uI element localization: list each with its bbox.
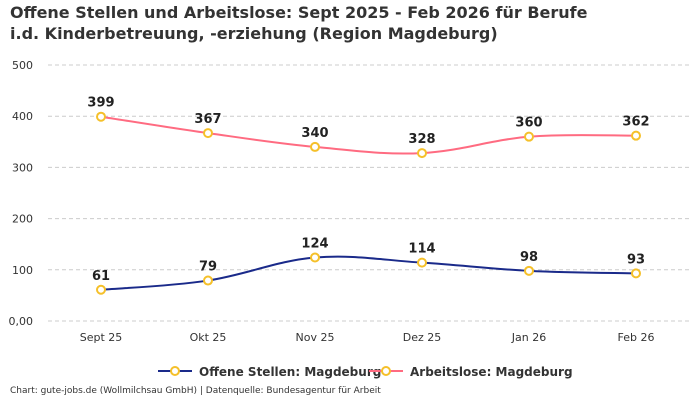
y-tick-label: 300: [12, 161, 33, 174]
x-tick-label: Jan 26: [511, 331, 546, 344]
data-point: [417, 257, 427, 268]
chart-footer: Chart: gute-jobs.de (Wollmilchsau GmbH) …: [10, 386, 381, 396]
data-point: [524, 131, 534, 142]
data-point: [631, 268, 641, 279]
legend-marker: [381, 366, 391, 376]
data-point: [631, 130, 641, 141]
x-tick-label: Okt 25: [190, 331, 227, 344]
data-point: [524, 265, 534, 276]
data-label: 399: [87, 96, 114, 111]
data-label: 61: [92, 269, 110, 284]
y-tick-label: 200: [12, 213, 33, 226]
data-point: [96, 284, 106, 295]
data-point: [310, 141, 320, 152]
data-label: 124: [301, 237, 328, 252]
data-point: [417, 148, 427, 159]
legend-label: Arbeitslose: Magdeburg: [410, 365, 573, 379]
data-label: 98: [520, 250, 538, 265]
data-label: 340: [301, 126, 328, 141]
series-line: [100, 115, 637, 155]
x-tick-label: Feb 26: [618, 331, 655, 344]
data-point: [203, 275, 213, 286]
chart-title: Offene Stellen und Arbeitslose: Sept 202…: [10, 3, 588, 43]
data-label: 362: [622, 115, 649, 130]
x-tick-label: Dez 25: [403, 331, 442, 344]
data-label: 367: [194, 112, 221, 127]
y-tick-label: 100: [12, 264, 33, 277]
y-tick-label: 0,00: [9, 315, 34, 328]
x-tick-label: Nov 25: [296, 331, 335, 344]
data-label: 360: [515, 116, 542, 131]
data-label: 79: [199, 260, 217, 275]
legend-label: Offene Stellen: Magdeburg: [199, 365, 381, 379]
data-point: [203, 128, 213, 139]
data-label: 93: [627, 252, 645, 267]
x-tick-label: Sept 25: [80, 331, 123, 344]
data-point: [310, 252, 320, 263]
series-line: [100, 255, 637, 291]
data-label: 114: [408, 242, 435, 257]
data-label: 328: [408, 132, 435, 147]
y-tick-label: 400: [12, 110, 33, 123]
y-tick-label: 500: [12, 59, 33, 72]
legend-marker: [170, 366, 180, 376]
data-point: [96, 111, 106, 122]
